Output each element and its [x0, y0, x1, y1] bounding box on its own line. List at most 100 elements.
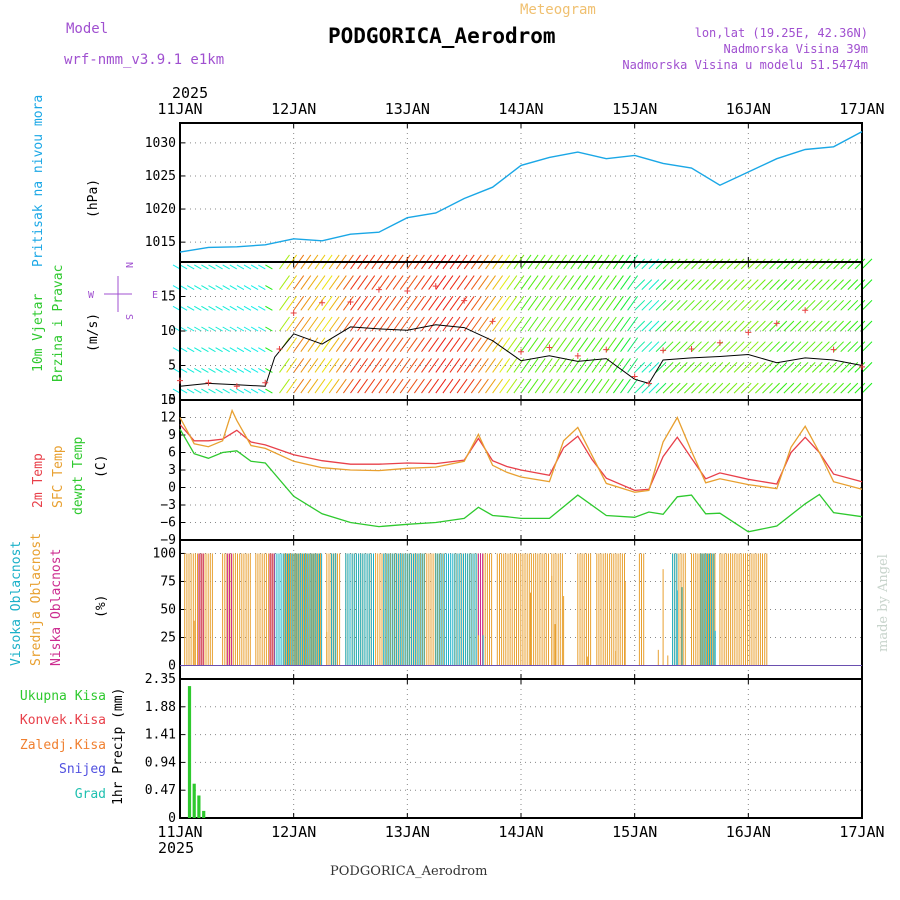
wind-barb: [392, 316, 404, 332]
wind-barb: [790, 382, 802, 394]
wind-barb: [804, 279, 816, 290]
wind-barb: [854, 382, 866, 394]
wind-barb: [826, 382, 837, 394]
wind-barb: [762, 341, 773, 353]
wind-barb: [797, 341, 809, 353]
gust-marker: [177, 377, 183, 384]
wind-barb: [676, 320, 688, 332]
wind-barb: [783, 279, 795, 290]
wind-barb: [335, 358, 347, 373]
wind-barb: [641, 258, 653, 270]
wind-barb: [342, 316, 354, 332]
wind-barb: [534, 316, 546, 332]
wind-barb: [222, 367, 230, 373]
wind-barb: [328, 337, 340, 352]
wind-barb: [392, 275, 404, 290]
wind-barb: [790, 341, 802, 353]
gust-marker: [688, 345, 695, 352]
wind-barb: [698, 299, 709, 311]
temp-unit: (C): [94, 455, 109, 478]
wind-barb: [790, 258, 802, 270]
wind-barb: [833, 279, 844, 290]
wind-barb: [335, 378, 347, 394]
wind-barb: [413, 296, 425, 311]
wind-barb: [591, 275, 603, 290]
wind-barb: [342, 337, 354, 352]
wind-barb: [527, 296, 539, 311]
wind-barb: [655, 341, 667, 353]
wind-barb: [620, 275, 631, 290]
wind-barb: [762, 279, 773, 290]
wind-barb: [413, 378, 425, 394]
wind-barb: [861, 258, 873, 270]
wind-barb: [769, 320, 780, 332]
temperature-ytick-label: −9: [160, 533, 176, 548]
wind-barb: [797, 362, 809, 373]
wind-barb: [421, 378, 432, 394]
wind-barb: [201, 347, 209, 353]
wind-barb: [215, 347, 223, 353]
wind-barb: [428, 358, 440, 373]
wind-barb: [783, 299, 795, 311]
wind-barb: [250, 388, 259, 394]
wind-barb: [584, 275, 596, 290]
wind-barb: [627, 296, 639, 311]
wind-barb: [364, 296, 376, 311]
wind-barb: [605, 358, 617, 373]
temperature-ytick-label: 15: [160, 393, 176, 408]
precip-bar: [202, 810, 206, 818]
wind-barb: [755, 320, 766, 332]
wind-barb: [186, 326, 195, 332]
wind-barb: [222, 264, 230, 270]
wind-barb: [265, 367, 273, 373]
wind-barb: [612, 296, 624, 311]
wind-barb: [485, 378, 496, 394]
wind-barb: [634, 299, 646, 311]
wind-barb: [861, 299, 873, 311]
wind-barb: [662, 279, 674, 290]
wind-barb: [541, 337, 553, 352]
wind-barb: [790, 362, 802, 373]
product-title: Meteogram: [520, 2, 596, 18]
wind-barb: [421, 358, 432, 373]
wind-barb: [293, 296, 305, 311]
wind-barb: [243, 305, 252, 311]
wind-barb: [641, 362, 653, 373]
wind-barb: [506, 275, 518, 290]
wind-barb: [179, 285, 188, 291]
wind-barb: [265, 326, 273, 332]
cloud-ytick-label: 0: [168, 659, 176, 674]
gust-marker: [546, 344, 553, 351]
wind-barb: [861, 362, 873, 373]
wind-barb: [591, 337, 603, 352]
wind-barb: [833, 258, 844, 270]
wind-barb: [392, 337, 404, 352]
top-tick-label: 17JAN: [839, 100, 884, 118]
wind-barb: [449, 316, 461, 332]
wind-barb: [243, 388, 252, 394]
wind-barb: [321, 337, 333, 352]
wind-barb: [413, 358, 425, 373]
wind-barb: [747, 341, 759, 353]
sfc-temp-line: [179, 408, 863, 493]
wind-barb: [826, 258, 837, 270]
gust-marker: [262, 379, 269, 386]
wind-barb: [598, 296, 610, 311]
wind-barb: [357, 296, 369, 311]
wind-barb: [783, 258, 795, 270]
temperature-ytick-label: −6: [160, 516, 176, 531]
wind-barb: [534, 378, 546, 394]
wind-title2: Brzina i Pravac: [51, 265, 66, 382]
wind-barb: [279, 275, 290, 290]
wind-barb: [215, 264, 223, 270]
wind-barb: [520, 296, 532, 311]
wind-barb: [740, 341, 752, 353]
wind-barb: [811, 320, 823, 332]
wind-barb: [265, 347, 273, 353]
wind-barb: [726, 320, 738, 332]
wind-barb: [520, 316, 532, 332]
wind-barb: [726, 362, 738, 373]
wind-barb: [598, 337, 610, 352]
wind-barb: [506, 358, 518, 373]
